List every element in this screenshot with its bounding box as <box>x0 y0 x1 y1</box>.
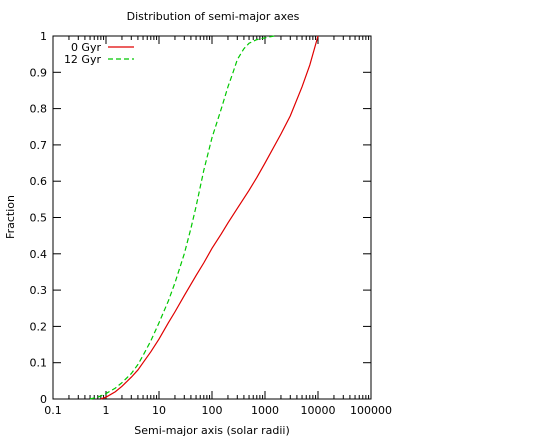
x-axis-ticks: 0.1 1 10 100 1000 10000 100000 <box>44 36 392 417</box>
y-tick-label: 0.6 <box>30 175 48 188</box>
x-tick-label: 100 <box>202 404 223 417</box>
y-tick-label: 0.4 <box>30 248 48 261</box>
y-axis-label: Fraction <box>4 195 17 239</box>
x-tick-label: 10000 <box>301 404 336 417</box>
series-line-1 <box>100 35 319 400</box>
x-tick-label: 100000 <box>350 404 392 417</box>
series-lines <box>89 35 319 400</box>
y-tick-label: 0.9 <box>30 66 48 79</box>
series-line-2 <box>89 35 275 400</box>
x-axis-label: Semi-major axis (solar radii) <box>134 424 290 436</box>
y-tick-label: 0.5 <box>30 212 48 225</box>
y-tick-label: 0.1 <box>30 357 48 370</box>
y-tick-label: 0 <box>40 393 47 406</box>
y-axis-ticks: 0 0.1 0.2 0.3 0.4 0.5 0.6 0.7 0.8 0.9 1 <box>30 30 371 406</box>
x-tick-label: 10 <box>152 404 166 417</box>
y-tick-label: 1 <box>40 30 47 43</box>
y-tick-label: 0.7 <box>30 139 48 152</box>
x-tick-label: 1000 <box>251 404 279 417</box>
legend-label-1: 0 Gyr <box>71 41 102 54</box>
x-tick-label: 1 <box>103 404 110 417</box>
x-tick-label: 0.1 <box>44 404 62 417</box>
y-tick-label: 0.2 <box>30 320 48 333</box>
legend-label-2: 12 Gyr <box>64 53 102 66</box>
y-tick-label: 0.8 <box>30 103 48 116</box>
y-tick-label: 0.3 <box>30 284 48 297</box>
plot-frame <box>52 35 372 400</box>
chart-title: Distribution of semi-major axes <box>127 10 300 23</box>
